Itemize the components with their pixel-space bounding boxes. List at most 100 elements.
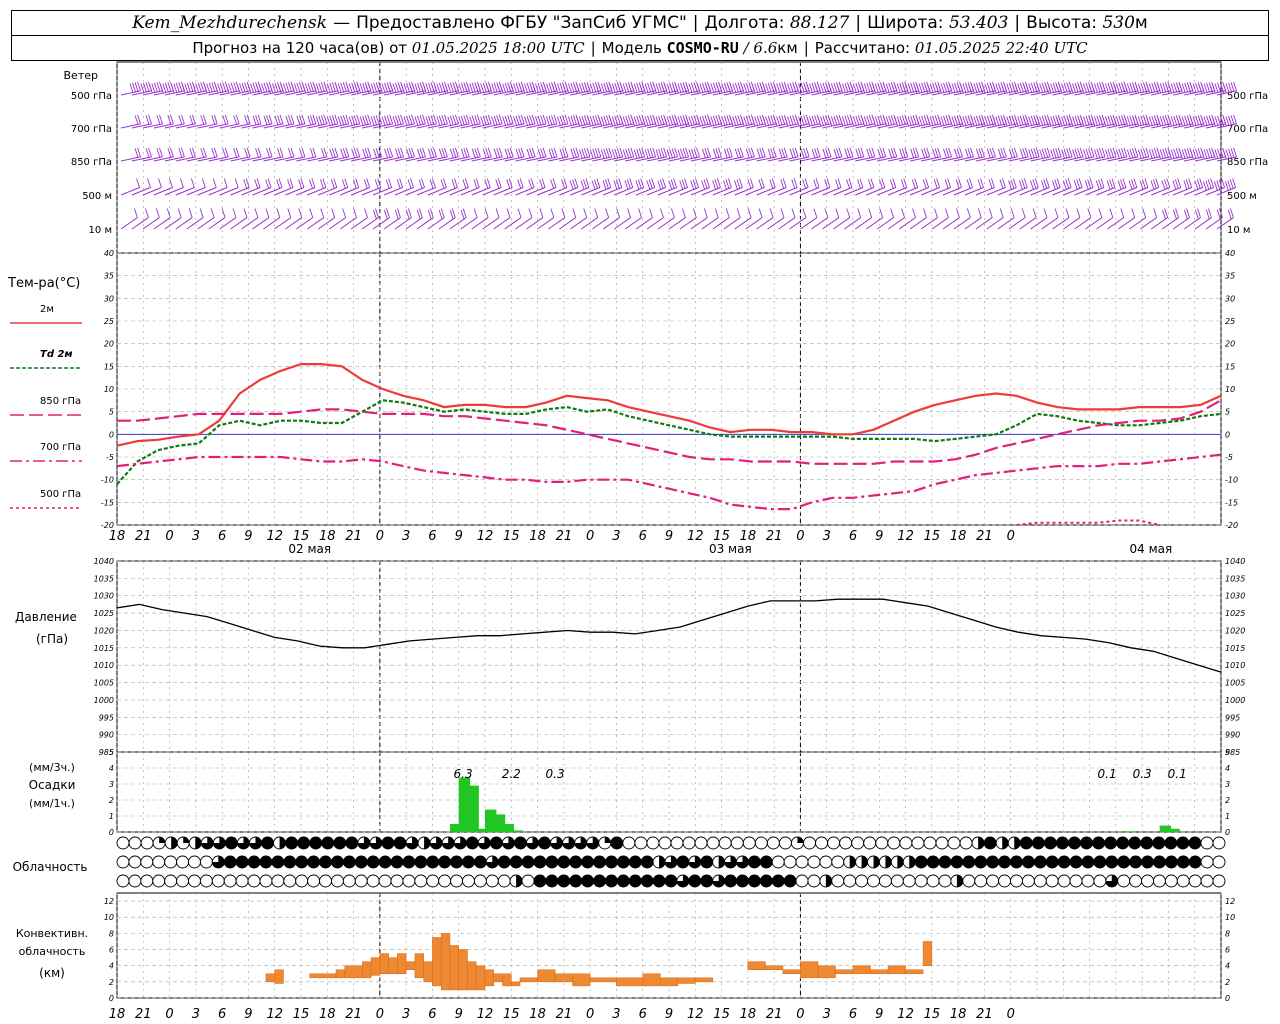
wind-barb-feather	[528, 208, 533, 218]
wind-barb-feather	[278, 178, 283, 188]
wind-barb-feather	[911, 179, 916, 189]
wind-barb-feather	[217, 83, 222, 93]
wind-barb-feather	[542, 114, 547, 124]
wind-barb	[1030, 156, 1051, 162]
wind-barb-feather	[657, 180, 662, 190]
wind-barb-feather	[769, 208, 774, 218]
wind-barb-feather	[672, 117, 677, 127]
wind-barb-feather	[613, 180, 618, 190]
wind-barb-feather	[234, 178, 239, 188]
wind-barb-feather	[1146, 83, 1151, 94]
wind-barb-feather	[670, 208, 675, 218]
wind-barb-feather	[653, 83, 657, 94]
wind-barb-feather	[408, 148, 413, 158]
wind-barb	[723, 123, 744, 129]
wind-barb-feather	[877, 82, 882, 93]
cloud-symbol	[634, 836, 648, 850]
cloud-symbol	[998, 874, 1012, 888]
wind-barb	[767, 123, 788, 129]
wind-barb-feather	[1079, 147, 1084, 157]
wind-barb	[438, 156, 459, 162]
cloud-symbol-fill	[688, 875, 701, 887]
cloud-symbol-fill	[1129, 856, 1142, 868]
wind-barb-feather	[1036, 116, 1041, 127]
pressure-unit: (гПа)	[36, 632, 68, 646]
wind-barb-feather	[134, 148, 139, 158]
wind-barb-feather	[644, 149, 649, 159]
wind-barb	[263, 156, 284, 162]
y-tick-left: 40	[104, 249, 114, 258]
wind-barb-feather	[677, 83, 682, 93]
wind-barb-feather	[1052, 82, 1057, 93]
wind-barb	[679, 217, 697, 230]
wind-barb-feather	[745, 82, 750, 93]
wind-barb-feather	[1093, 83, 1098, 93]
cloud-symbol	[116, 874, 130, 888]
wind-barb-feather	[304, 83, 309, 93]
wind-barb	[975, 123, 996, 129]
wind-barb-feather	[345, 114, 350, 124]
cloud-symbol-fill	[357, 837, 370, 849]
wind-barb-feather	[725, 179, 730, 189]
wind-barb-feather	[914, 178, 919, 188]
wind-barb	[416, 156, 437, 162]
y-tick-right: 35	[1225, 272, 1235, 281]
wind-barb-feather	[545, 116, 550, 126]
wind-barb	[855, 123, 875, 129]
wind-barb-feather	[528, 179, 533, 189]
wind-barb-feather	[1164, 208, 1169, 218]
x-tick-temp: 12	[477, 529, 494, 544]
wind-barb	[197, 217, 215, 230]
wind-barb-feather	[863, 83, 868, 93]
wind-barb-feather	[388, 178, 393, 188]
wind-barb-feather	[771, 178, 776, 188]
wind-barb-feather	[743, 116, 748, 126]
wind-barb-feather	[1137, 149, 1142, 159]
cloud-symbol	[319, 874, 332, 888]
cloud-symbol	[622, 836, 636, 850]
wind-barb-feather	[868, 148, 873, 158]
wind-barb	[197, 187, 217, 196]
cloud-symbol-fill	[962, 856, 975, 868]
wind-barb	[142, 123, 163, 129]
wind-barb-feather	[841, 83, 846, 93]
wind-barb-feather	[507, 115, 512, 125]
wind-barb-feather	[802, 208, 807, 218]
wind-barb-feather	[866, 115, 871, 126]
wind-barb	[504, 187, 524, 196]
cloud-symbol-fill	[236, 856, 249, 868]
wind-barb-feather	[1214, 83, 1219, 93]
wind-barb-feather	[1230, 82, 1235, 92]
wind-barb-feather	[894, 83, 899, 94]
wind-barb-feather	[320, 179, 324, 189]
wind-barb-feather	[603, 148, 608, 159]
wind-barb-feather	[809, 83, 813, 93]
cloud-symbol	[875, 836, 889, 850]
wind-barb-feather	[669, 148, 673, 159]
y-tick-right: 1020	[1225, 626, 1245, 635]
wind-barb-feather	[572, 115, 577, 125]
y-tick-right: 3	[1225, 780, 1230, 789]
wind-barb	[1052, 187, 1072, 196]
wind-barb-feather	[934, 115, 939, 125]
cloud-symbol-fill	[909, 856, 916, 868]
wind-barb	[877, 123, 897, 129]
wind-barb	[953, 123, 974, 129]
wind-barb-feather	[631, 116, 635, 127]
wind-barb-feather	[893, 147, 898, 157]
wind-barb	[482, 123, 503, 129]
wind-barb-feather	[1197, 208, 1201, 218]
wind-barb-feather	[835, 208, 840, 218]
wind-barb-feather	[828, 116, 833, 127]
wind-barb	[767, 217, 785, 230]
cloud-symbol	[947, 836, 961, 850]
wind-barb-feather	[1063, 82, 1068, 93]
wind-barb	[646, 90, 667, 96]
wind-barb-feather	[811, 148, 816, 159]
wind-barb-feather	[943, 82, 947, 93]
wind-barb-feather	[1150, 180, 1155, 190]
wind-barb-feather	[1192, 149, 1197, 159]
wind-barb-feather	[378, 147, 383, 157]
wind-barb-feather	[200, 148, 205, 158]
wind-barb-feather	[970, 147, 974, 157]
